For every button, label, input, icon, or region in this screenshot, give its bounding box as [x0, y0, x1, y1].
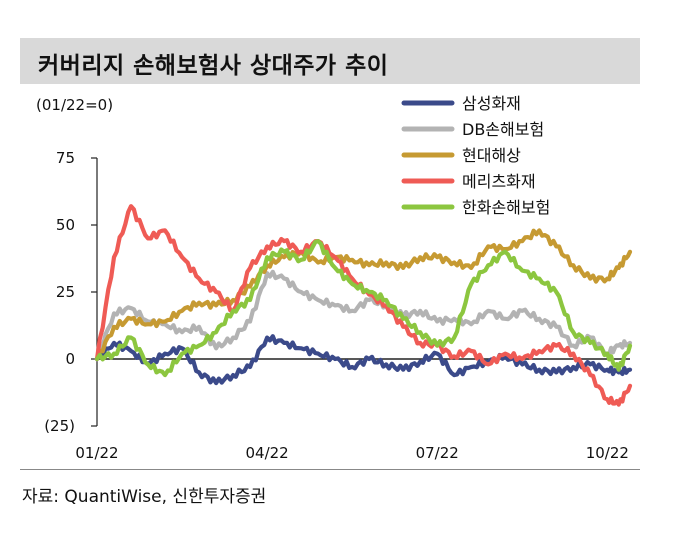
x-tick-label: 07/22 [416, 444, 459, 462]
y-tick-label: (25) [44, 417, 75, 435]
y-tick-label: 25 [56, 283, 75, 301]
x-tick-label: 10/22 [586, 444, 629, 462]
series-line [94, 204, 633, 407]
y-tick-label: 0 [65, 350, 75, 368]
title-bar: 커버리지 손해보험사 상대주가 추이 [20, 38, 640, 84]
x-tick-label: 01/22 [75, 444, 118, 462]
series-line [94, 334, 633, 386]
bottom-divider [20, 469, 640, 470]
series-line [94, 269, 633, 362]
series-line [94, 228, 633, 362]
legend-label: 현대해상 [462, 146, 521, 165]
legend-label: 한화손해보험 [462, 198, 550, 217]
x-tick-label: 04/22 [245, 444, 288, 462]
chart-title: 커버리지 손해보험사 상대주가 추이 [38, 53, 389, 79]
y-unit-label: (01/22=0) [36, 96, 114, 114]
series-line [94, 239, 633, 378]
source-note: 자료: QuantiWise, 신한투자증권 [22, 487, 267, 507]
legend-label: 메리츠화재 [462, 172, 536, 191]
y-tick-label: 50 [56, 216, 75, 234]
y-tick-label: 75 [56, 149, 75, 167]
legend-label: 삼성화재 [462, 94, 521, 113]
legend-label: DB손해보험 [462, 120, 544, 139]
